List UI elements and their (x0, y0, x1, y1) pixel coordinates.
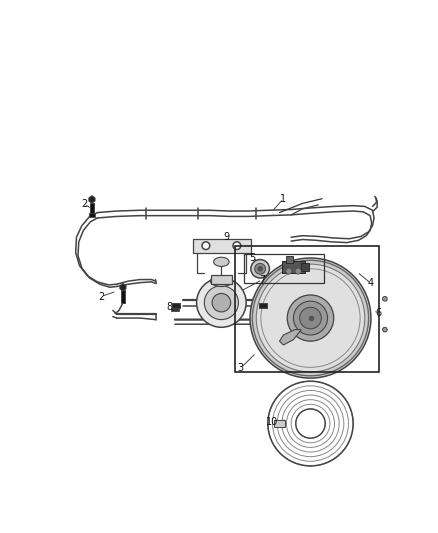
Text: 4: 4 (368, 278, 374, 288)
Bar (244, 254, 325, 284)
Text: 10: 10 (265, 417, 278, 427)
Text: 6: 6 (376, 309, 382, 318)
Circle shape (286, 268, 292, 274)
Text: 1: 1 (280, 193, 286, 204)
Bar (120, 290, 125, 303)
Bar (259, 303, 267, 308)
Circle shape (197, 278, 246, 327)
Circle shape (295, 268, 301, 274)
Ellipse shape (211, 276, 232, 287)
Circle shape (300, 308, 321, 329)
Text: 2: 2 (98, 292, 104, 302)
Circle shape (382, 296, 387, 301)
Circle shape (251, 260, 269, 278)
Circle shape (293, 301, 328, 335)
Circle shape (258, 266, 262, 271)
Bar (301, 263, 309, 271)
Circle shape (212, 294, 231, 312)
Bar (171, 308, 179, 311)
Ellipse shape (214, 257, 229, 266)
Bar (235, 246, 379, 372)
Polygon shape (120, 284, 126, 291)
Polygon shape (89, 196, 95, 203)
Bar (286, 256, 293, 263)
Bar (172, 303, 180, 308)
Circle shape (382, 327, 387, 332)
Bar (89, 213, 95, 217)
Circle shape (233, 242, 241, 249)
Text: 3: 3 (238, 363, 244, 373)
Bar (90, 203, 94, 215)
Bar (282, 261, 305, 273)
Text: 7: 7 (259, 274, 265, 285)
Text: 9: 9 (224, 232, 230, 242)
Text: 8: 8 (166, 302, 173, 312)
Bar (274, 419, 285, 427)
Circle shape (204, 286, 238, 320)
Circle shape (261, 269, 360, 367)
Text: 2: 2 (81, 199, 87, 209)
Circle shape (256, 264, 365, 372)
Bar (193, 239, 251, 253)
Text: 5: 5 (249, 253, 255, 263)
Polygon shape (279, 329, 301, 345)
Bar (211, 275, 232, 284)
Circle shape (255, 263, 265, 274)
Circle shape (287, 295, 334, 341)
Circle shape (250, 258, 371, 378)
Circle shape (202, 242, 210, 249)
